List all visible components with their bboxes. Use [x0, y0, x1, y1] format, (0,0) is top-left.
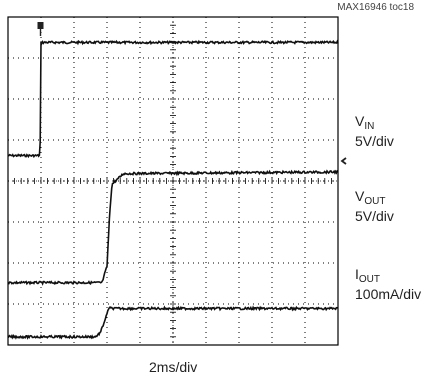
vin-label-main: V: [355, 113, 365, 129]
timebase-label: 2ms/div: [149, 359, 198, 375]
vout-label: VOUT: [355, 188, 385, 207]
iout-label: IOUT: [355, 266, 380, 285]
iout-label-main: I: [355, 266, 359, 282]
vout-label-sub: OUT: [364, 196, 386, 207]
iout-label-sub: OUT: [358, 274, 380, 285]
vout-scale: 5V/div: [355, 208, 394, 224]
vin-scale: 5V/div: [355, 133, 394, 149]
trace-vin: [7, 39, 339, 159]
grid: [7, 16, 339, 346]
figure-tag: MAX16946 toc18: [337, 2, 414, 13]
vin-label-sub: IN: [364, 121, 375, 132]
trigger-marker-icon: [37, 22, 44, 36]
traces: [7, 39, 339, 340]
trace-vout: [7, 169, 339, 286]
vout-label-main: V: [355, 188, 365, 204]
plot-frame: [7, 16, 339, 346]
trace-iout: [7, 305, 339, 340]
iout-scale: 100mA/div: [355, 286, 422, 302]
trigger-level-icon: [340, 157, 347, 165]
vin-label: VIN: [355, 113, 374, 132]
